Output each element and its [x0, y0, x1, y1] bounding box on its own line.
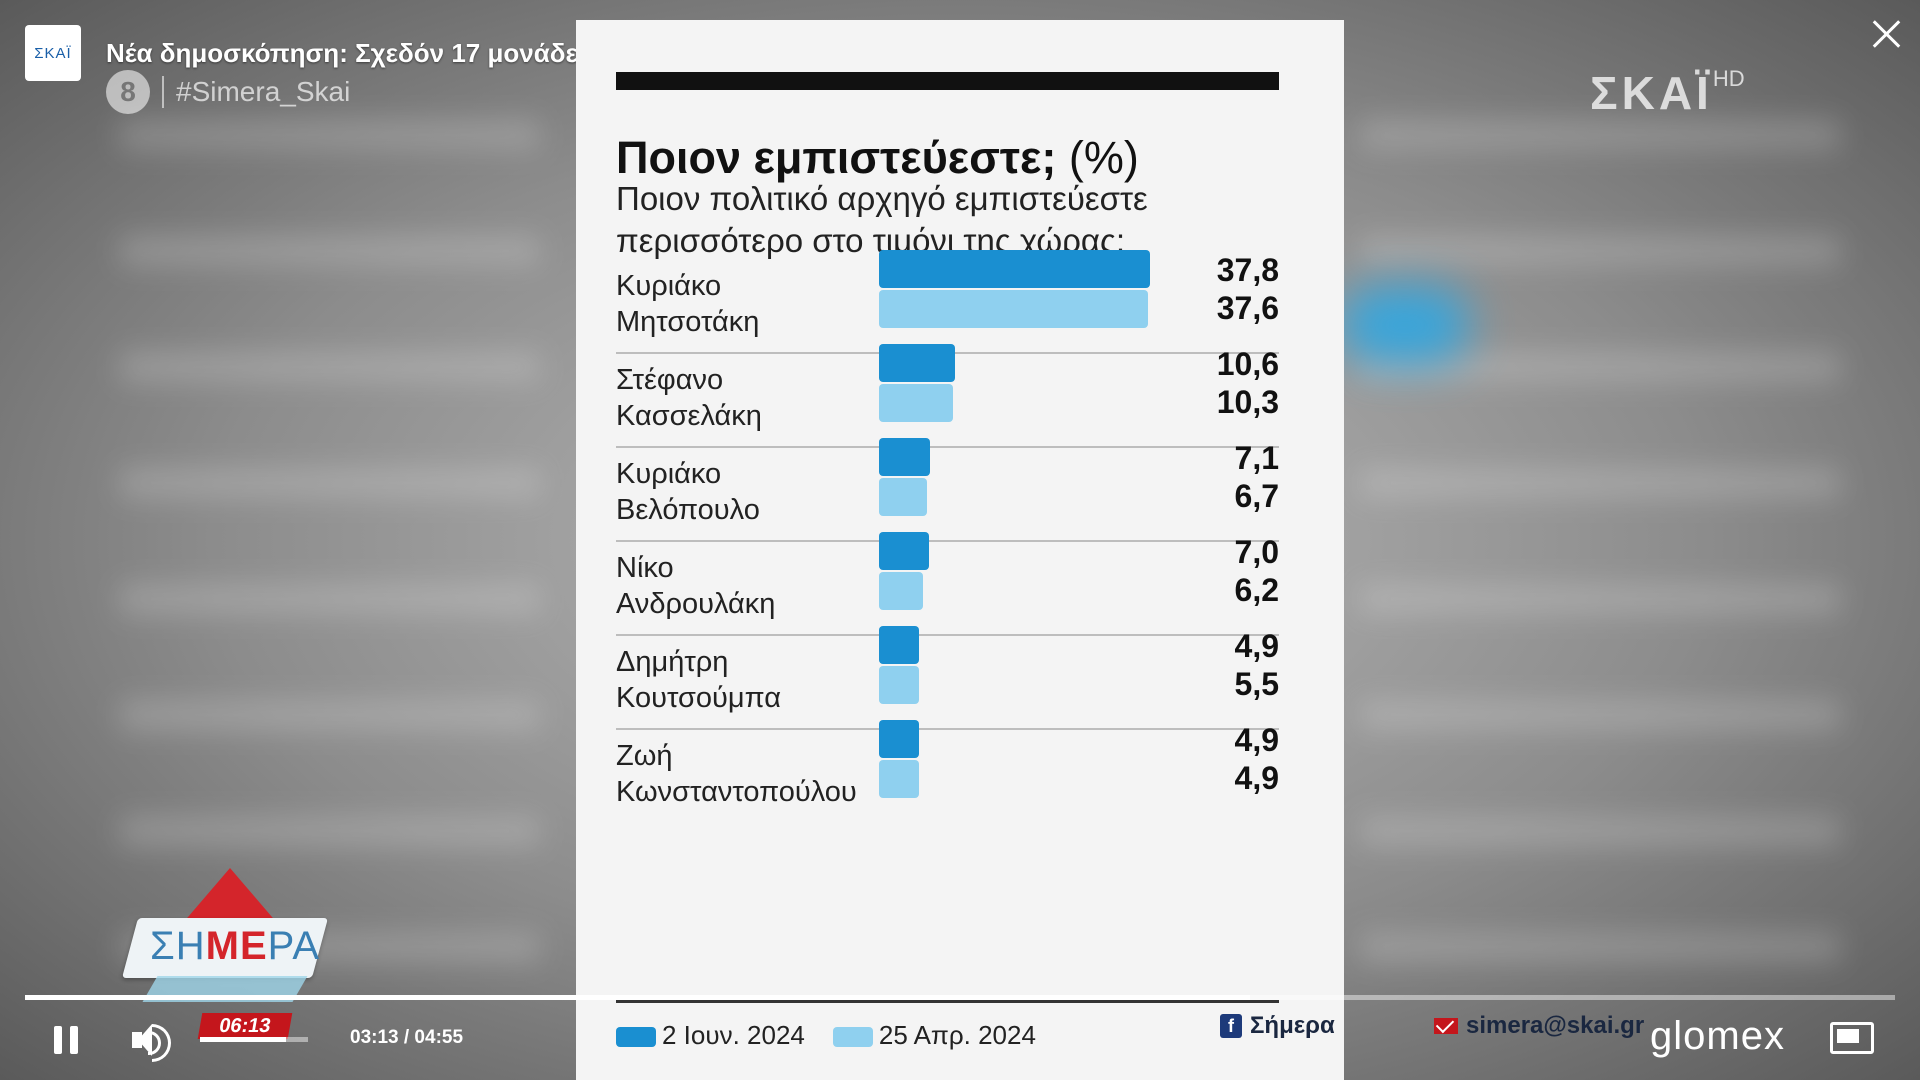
bar-previous	[879, 760, 919, 798]
volume-icon[interactable]	[130, 1020, 172, 1062]
onscreen-clock: 06:13	[197, 1013, 293, 1039]
bar-previous	[879, 290, 1149, 328]
bar-previous	[879, 478, 927, 516]
facebook-tag: f Σήμερα	[1220, 1012, 1335, 1040]
value-previous: 37,6	[1216, 290, 1279, 326]
poll-top-bar	[616, 72, 1279, 90]
candidate-name: Νίκο Ανδρουλάκη	[616, 552, 776, 620]
candidate-name: Δημήτρη Κουτσούμπα	[616, 646, 781, 714]
bar-previous	[879, 384, 953, 422]
value-previous: 4,9	[1234, 760, 1279, 796]
bar-current	[879, 626, 919, 664]
value-previous: 6,2	[1234, 572, 1279, 608]
hashtag-overlay: 8 #Simera_Skai	[106, 70, 350, 114]
fullscreen-icon[interactable]	[1830, 1022, 1874, 1054]
candidate-name: Ζωή Κωνσταντοπούλου	[616, 740, 857, 808]
value-previous: 10,3	[1216, 384, 1279, 420]
poll-title: Ποιον εμπιστεύεστε; (%)	[616, 132, 1139, 183]
value-current: 7,1	[1234, 440, 1279, 476]
blurred-background-left	[120, 80, 540, 980]
value-previous: 6,7	[1234, 478, 1279, 514]
mail-icon	[1434, 1018, 1458, 1034]
pause-icon[interactable]	[52, 1026, 80, 1054]
value-current: 7,0	[1234, 534, 1279, 570]
bar-previous	[879, 666, 919, 704]
channel-logo-text: ΣΚΑΪ	[34, 44, 72, 62]
facebook-icon: f	[1220, 1014, 1242, 1038]
poll-card: Ποιον εμπιστεύεστε; (%) Ποιον πολιτικό α…	[576, 20, 1344, 1080]
row-separator	[616, 446, 1279, 448]
channel-number-badge: 8	[106, 70, 150, 114]
poll-row: Ζωή Κωνσταντοπούλου 4,9 4,9	[616, 714, 1279, 824]
value-previous: 5,5	[1234, 666, 1279, 702]
bar-current	[879, 250, 1150, 288]
volume-slider[interactable]	[200, 1037, 308, 1042]
email-tag: simera@skai.gr	[1434, 1012, 1644, 1040]
poll-legend: 2 Ιουν. 2024 25 Απρ. 2024	[616, 1020, 1036, 1051]
value-current: 10,6	[1216, 346, 1279, 382]
hashtag-text: #Simera_Skai	[162, 76, 350, 108]
poll-row: Κυριάκο Βελόπουλο 7,1 6,7	[616, 432, 1279, 542]
value-current: 4,9	[1234, 722, 1279, 758]
value-current: 37,8	[1216, 252, 1279, 288]
bar-previous	[879, 572, 924, 610]
legend-item-previous: 25 Απρ. 2024	[832, 1020, 1036, 1051]
row-separator	[616, 728, 1279, 730]
glomex-logo[interactable]: glomex	[1650, 1014, 1785, 1058]
poll-row: Δημήτρη Κουτσούμπα 4,9 5,5	[616, 620, 1279, 730]
channel-logo[interactable]: ΣΚΑΪ	[25, 25, 81, 81]
video-progress-fill	[25, 995, 1250, 1000]
bar-current	[879, 532, 930, 570]
row-separator	[616, 634, 1279, 636]
row-separator	[616, 540, 1279, 542]
video-progress-bar[interactable]	[25, 995, 1895, 1000]
show-logo: ΣΗΜΕΡΑ	[121, 868, 330, 1008]
channel-watermark: ΣΚΑΪHD	[1590, 66, 1745, 119]
value-current: 4,9	[1234, 628, 1279, 664]
bar-current	[879, 438, 930, 476]
candidate-name: Κυριάκο Μητσοτάκη	[616, 270, 760, 338]
bar-current	[879, 720, 919, 758]
blurred-bar-glow	[1340, 285, 1470, 365]
candidate-name: Κυριάκο Βελόπουλο	[616, 458, 760, 526]
poll-bottom-separator	[616, 1000, 1279, 1003]
bar-current	[879, 344, 955, 382]
time-display: 03:13 / 04:55	[350, 1027, 464, 1048]
poll-row: Νίκο Ανδρουλάκη 7,0 6,2	[616, 526, 1279, 636]
poll-row: Στέφανο Κασσελάκη 10,6 10,3	[616, 338, 1279, 448]
close-icon[interactable]	[1866, 14, 1906, 54]
blurred-background-right	[1360, 80, 1840, 980]
candidate-name: Στέφανο Κασσελάκη	[616, 364, 762, 432]
legend-item-current: 2 Ιουν. 2024	[616, 1020, 805, 1051]
volume-slider-fill	[200, 1037, 287, 1042]
